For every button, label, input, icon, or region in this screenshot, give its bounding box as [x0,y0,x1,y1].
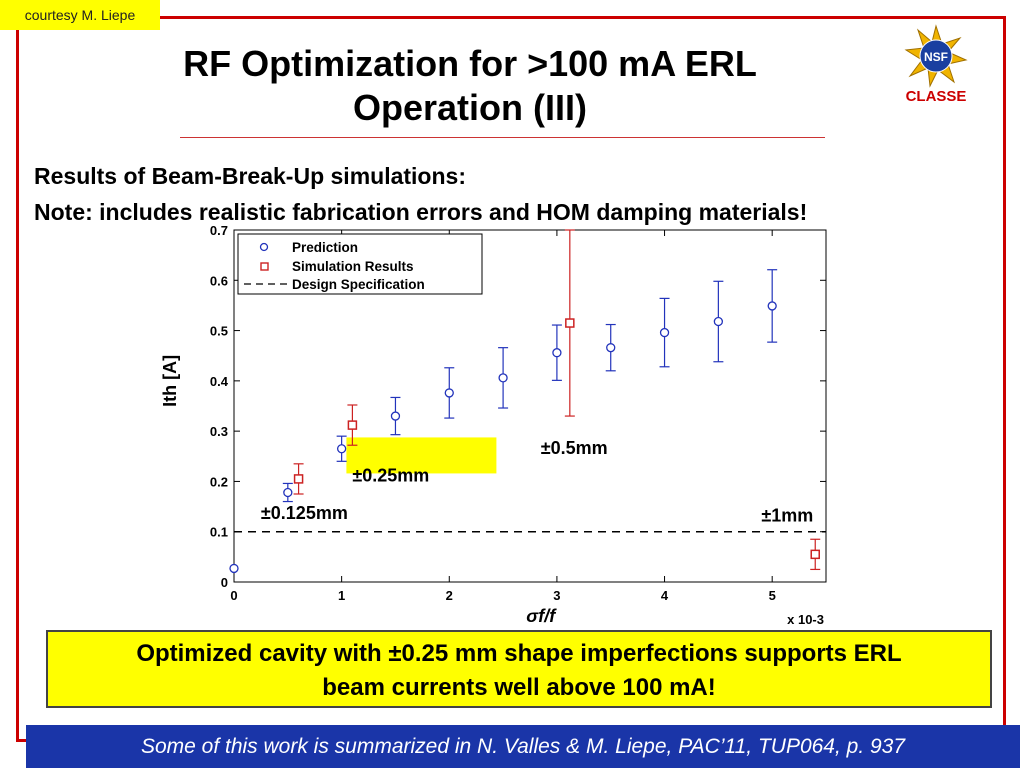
prediction-point [767,301,777,311]
y-tick-label: 0.2 [210,474,228,489]
footer-reference: Some of this work is summarized in N. Va… [26,725,1020,768]
legend-box [237,233,483,295]
annotation-label: ±0.125mm [261,503,348,523]
y-tick-label: 0.4 [210,374,229,389]
subtitle-line-1: Results of Beam-Break-Up simulations: [34,163,466,189]
legend-simulation-label: Simulation Results [292,259,414,274]
x-axis-label: σf/f [526,606,557,626]
y-tick-label: 0.1 [210,525,228,540]
y-tick-label: 0.5 [210,324,228,339]
page-title: RF Optimization for >100 mA ERL Operatio… [120,42,820,130]
prediction-point [713,316,724,327]
annotation-label: ±0.5mm [541,438,608,458]
prediction-point [606,343,616,353]
legend-prediction-label: Prediction [292,240,358,255]
prediction-point [498,373,508,383]
callout-line-1: Optimized cavity with ±0.25 mm shape imp… [136,640,902,667]
x-axis-multiplier: x 10-3 [787,612,824,627]
y-tick-label: 0.6 [210,273,228,288]
legend-simulation-marker [260,262,269,271]
prediction-point [390,411,401,421]
prediction-point [552,348,562,358]
simulation-point [347,420,358,430]
x-tick-label: 4 [661,588,669,603]
y-tick-label: 0 [221,575,228,590]
bbu-threshold-chart: 0 0.1 0.2 0.3 0.4 0.5 0.6 0.7 0 1 2 3 4 5 σf/f Ith [A] x… [160,223,827,627]
annotation-label: ±1mm [761,506,813,526]
prediction-point [336,444,347,454]
y-tick-label: 0.3 [210,424,228,439]
subtitle-line-2: Note: includes realistic fabrication err… [34,199,808,225]
prediction-point [283,487,293,498]
legend-prediction-marker [259,242,269,252]
callout-line-2: beam currents well above 100 mA! [322,674,716,701]
classe-label: CLASSE [905,88,967,105]
title-divider [180,137,825,138]
x-tick-label: 5 [769,588,776,603]
annotation-highlight [346,437,497,474]
simulation-point [810,549,820,560]
title-line-1: RF Optimization for >100 mA ERL [183,43,757,84]
x-tick-label: 1 [338,588,345,603]
prediction-point [659,327,670,338]
conclusion-callout: Optimized cavity with ±0.25 mm shape imp… [46,630,992,708]
prediction-point [229,563,239,574]
nsf-logo-icon: NSF [904,24,968,88]
y-tick-label: 0.7 [210,223,228,238]
logo-mark: NSF [924,50,948,64]
x-tick-label: 0 [230,588,237,603]
subtitle: Results of Beam-Break-Up simulations: No… [34,158,807,230]
simulation-point [565,318,575,328]
x-tick-label: 2 [446,588,453,603]
annotation-label: ±0.25mm [352,465,429,485]
simulation-point [293,474,304,484]
prediction-point [444,388,454,398]
x-tick-label: 3 [553,588,560,603]
legend-spec-label: Design Specification [292,277,425,292]
y-axis-label: Ith [A] [160,355,180,407]
nsf-classe-logo: NSF CLASSE [896,24,976,108]
title-line-2: Operation (III) [353,87,587,128]
courtesy-label: courtesy M. Liepe [0,0,160,30]
